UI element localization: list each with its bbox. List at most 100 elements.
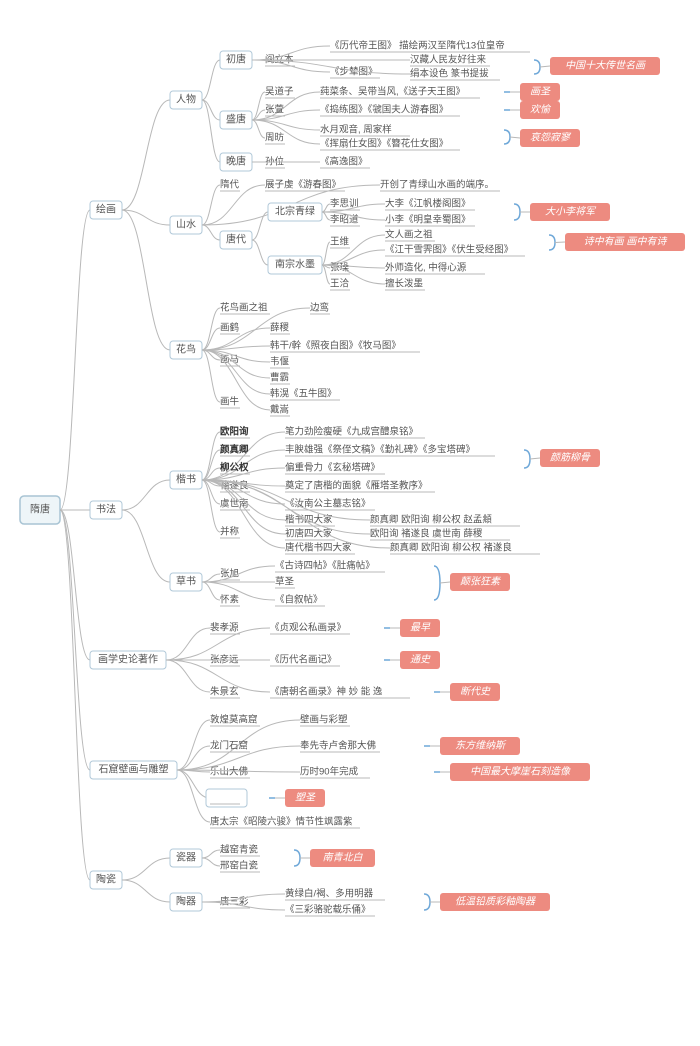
svg-text:擅长泼墨: 擅长泼墨: [385, 278, 424, 290]
svg-text:欢愉: 欢愉: [530, 104, 552, 116]
svg-text:偏重骨力《玄秘塔碑》: 偏重骨力《玄秘塔碑》: [285, 462, 380, 474]
svg-text:开创了青绿山水画的端序。: 开创了青绿山水画的端序。: [380, 179, 494, 191]
svg-text:陶器: 陶器: [176, 895, 196, 908]
svg-text:《捣练图》《虢国夫人游春图》: 《捣练图》《虢国夫人游春图》: [320, 104, 448, 116]
svg-text:颜筋柳骨: 颜筋柳骨: [550, 452, 591, 464]
svg-text:朱景玄: 朱景玄: [210, 686, 239, 698]
svg-text:绢本设色 篆书提拔: 绢本设色 篆书提拔: [410, 68, 489, 80]
svg-text:《历代帝王图》 描绘两汉至隋代13位皇帝: 《历代帝王图》 描绘两汉至隋代13位皇帝: [330, 40, 505, 52]
svg-text:人物: 人物: [176, 93, 196, 106]
svg-text:韩滉《五牛图》: 韩滉《五牛图》: [270, 388, 337, 400]
svg-text:南宗水墨: 南宗水墨: [275, 258, 315, 271]
svg-text:草圣: 草圣: [275, 576, 295, 588]
svg-text:哀怨寂寥: 哀怨寂寥: [530, 132, 572, 144]
svg-text:瓷器: 瓷器: [176, 851, 196, 864]
svg-text:《自叙帖》: 《自叙帖》: [275, 594, 323, 606]
svg-text:小李《明皇幸蜀图》: 小李《明皇幸蜀图》: [385, 214, 471, 226]
svg-text:《古诗四帖》《肚痛帖》: 《古诗四帖》《肚痛帖》: [275, 560, 375, 572]
svg-text:水月观音, 周家样: 水月观音, 周家样: [320, 124, 392, 136]
svg-text:隋唐: 隋唐: [30, 503, 50, 516]
svg-text:王维: 王维: [330, 236, 350, 248]
svg-text:吴道子: 吴道子: [265, 86, 294, 98]
svg-text:北宗青绿: 北宗青绿: [275, 205, 315, 218]
svg-text:诗中有画 画中有诗: 诗中有画 画中有诗: [584, 236, 668, 248]
svg-text:《步辇图》: 《步辇图》: [330, 66, 378, 78]
svg-text:欧阳询: 欧阳询: [220, 426, 249, 438]
svg-text:韩干/幹《照夜白图》《牧马图》: 韩干/幹《照夜白图》《牧马图》: [270, 340, 401, 352]
svg-text:汉藏人民友好往来: 汉藏人民友好往来: [410, 54, 487, 66]
svg-text:展子虔《游春图》: 展子虔《游春图》: [265, 179, 341, 191]
svg-text:颠张狂素: 颠张狂素: [460, 576, 501, 588]
svg-text:草书: 草书: [176, 576, 196, 588]
svg-text:《历代名画记》: 《历代名画记》: [270, 654, 337, 666]
svg-text:颜真卿: 颜真卿: [220, 444, 249, 456]
svg-text:黄绿白/褐、多用明器: 黄绿白/褐、多用明器: [285, 888, 374, 900]
svg-text:龙门石窟: 龙门石窟: [210, 740, 248, 752]
svg-text:外师造化, 中得心源: 外师造化, 中得心源: [385, 262, 467, 274]
svg-text:并称: 并称: [220, 526, 240, 538]
svg-text:《汝南公主墓志铭》: 《汝南公主墓志铭》: [285, 498, 371, 510]
svg-text:低温铅质彩釉陶器: 低温铅质彩釉陶器: [455, 896, 536, 908]
svg-text:壁画与彩塑: 壁画与彩塑: [300, 714, 348, 726]
svg-text:唐代: 唐代: [226, 233, 246, 246]
svg-text:怀素: 怀素: [220, 594, 240, 606]
svg-text:文人画之祖: 文人画之祖: [385, 229, 433, 241]
svg-text:花鸟: 花鸟: [176, 343, 196, 356]
svg-text:隋代: 隋代: [220, 179, 240, 191]
svg-text:花鸟画之祖: 花鸟画之祖: [220, 302, 268, 314]
svg-text:薛稷: 薛稷: [270, 322, 290, 334]
svg-text:大李《江帆楼阁图》: 大李《江帆楼阁图》: [385, 198, 471, 210]
svg-text:陶瓷: 陶瓷: [96, 873, 116, 886]
svg-text:颜真卿 欧阳询 柳公权 褚遂良: 颜真卿 欧阳询 柳公权 褚遂良: [390, 542, 512, 554]
svg-text:越窑青瓷: 越窑青瓷: [220, 844, 259, 856]
svg-text:绘画: 绘画: [96, 203, 116, 216]
svg-text:颜真卿 欧阳询 柳公权 赵孟頫: 颜真卿 欧阳询 柳公权 赵孟頫: [370, 514, 492, 526]
svg-text:张萱: 张萱: [265, 104, 284, 116]
svg-text:周昉: 周昉: [265, 132, 285, 144]
svg-text:最早: 最早: [410, 622, 431, 634]
svg-text:《唐朝名画录》神 妙 能 逸: 《唐朝名画录》神 妙 能 逸: [270, 686, 383, 698]
svg-text:大小李将军: 大小李将军: [545, 206, 597, 218]
svg-text:《三彩骆驼载乐俑》: 《三彩骆驼载乐俑》: [285, 904, 371, 916]
svg-text:画圣: 画圣: [530, 87, 551, 98]
svg-text:晚唐: 晚唐: [226, 155, 246, 168]
svg-text:奉先寺卢舍那大佛: 奉先寺卢舍那大佛: [300, 740, 376, 752]
svg-text:韦偃: 韦偃: [270, 356, 290, 368]
svg-text:断代史: 断代史: [460, 686, 491, 698]
mindmap-canvas: 隋唐绘画人物初唐阎立本《历代帝王图》 描绘两汉至隋代13位皇帝《步辇图》汉藏人民…: [10, 10, 690, 1036]
svg-text:东方维纳斯: 东方维纳斯: [455, 740, 507, 752]
svg-text:《高逸图》: 《高逸图》: [320, 156, 368, 168]
svg-text:敦煌莫高窟: 敦煌莫高窟: [210, 714, 258, 726]
svg-text:曹霸: 曹霸: [270, 372, 289, 384]
svg-text:南青北白: 南青北白: [323, 852, 364, 864]
svg-text:邢窑白瓷: 邢窑白瓷: [220, 860, 259, 872]
svg-text:丰腴雄强《祭侄文稿》《勤礼碑》《多宝塔碑》: 丰腴雄强《祭侄文稿》《勤礼碑》《多宝塔碑》: [285, 444, 475, 456]
svg-text:历时90年完成: 历时90年完成: [300, 766, 359, 778]
svg-text:画牛: 画牛: [220, 396, 240, 408]
svg-text:笔力劲险瘦硬《九成宫醴泉铭》: 笔力劲险瘦硬《九成宫醴泉铭》: [285, 426, 418, 438]
svg-text:唐太宗《昭陵六骏》情节性飒露紫: 唐太宗《昭陵六骏》情节性飒露紫: [210, 816, 353, 828]
svg-text:中国十大传世名画: 中国十大传世名画: [565, 60, 647, 72]
svg-text:石窟壁画与雕塑: 石窟壁画与雕塑: [99, 763, 169, 776]
svg-text:通史: 通史: [410, 654, 431, 666]
svg-text:李昭道: 李昭道: [330, 214, 359, 226]
svg-text:初唐: 初唐: [226, 53, 246, 66]
svg-text:戴嵩: 戴嵩: [270, 404, 289, 416]
svg-text:裴孝源: 裴孝源: [210, 622, 239, 634]
svg-text:莼菜条、吴带当风,《送子天王图》: 莼菜条、吴带当风,《送子天王图》: [320, 86, 465, 98]
svg-text:塑圣: 塑圣: [295, 792, 316, 804]
svg-text:书法: 书法: [96, 503, 116, 516]
svg-text:边鸾: 边鸾: [310, 302, 329, 314]
svg-text:王洽: 王洽: [330, 278, 350, 290]
svg-text:《贞观公私画录》: 《贞观公私画录》: [270, 622, 346, 634]
svg-text:奠定了唐楷的面貌《雁塔圣教序》: 奠定了唐楷的面貌《雁塔圣教序》: [285, 480, 428, 492]
svg-text:《江干雪霁图》《伏生受经图》: 《江干雪霁图》《伏生受经图》: [385, 244, 513, 256]
svg-text:欧阳询 褚遂良 虞世南 薛稷: 欧阳询 褚遂良 虞世南 薛稷: [370, 528, 483, 540]
svg-text:楷书: 楷书: [176, 473, 196, 486]
svg-text:画鹤: 画鹤: [220, 322, 239, 334]
svg-text:柳公权: 柳公权: [220, 462, 249, 474]
svg-text:盛唐: 盛唐: [226, 113, 246, 126]
svg-text:中国最大摩崖石刻造像: 中国最大摩崖石刻造像: [470, 766, 571, 778]
svg-text:《挥扇仕女图》《簪花仕女图》: 《挥扇仕女图》《簪花仕女图》: [320, 138, 448, 150]
svg-text:山水: 山水: [176, 219, 196, 231]
